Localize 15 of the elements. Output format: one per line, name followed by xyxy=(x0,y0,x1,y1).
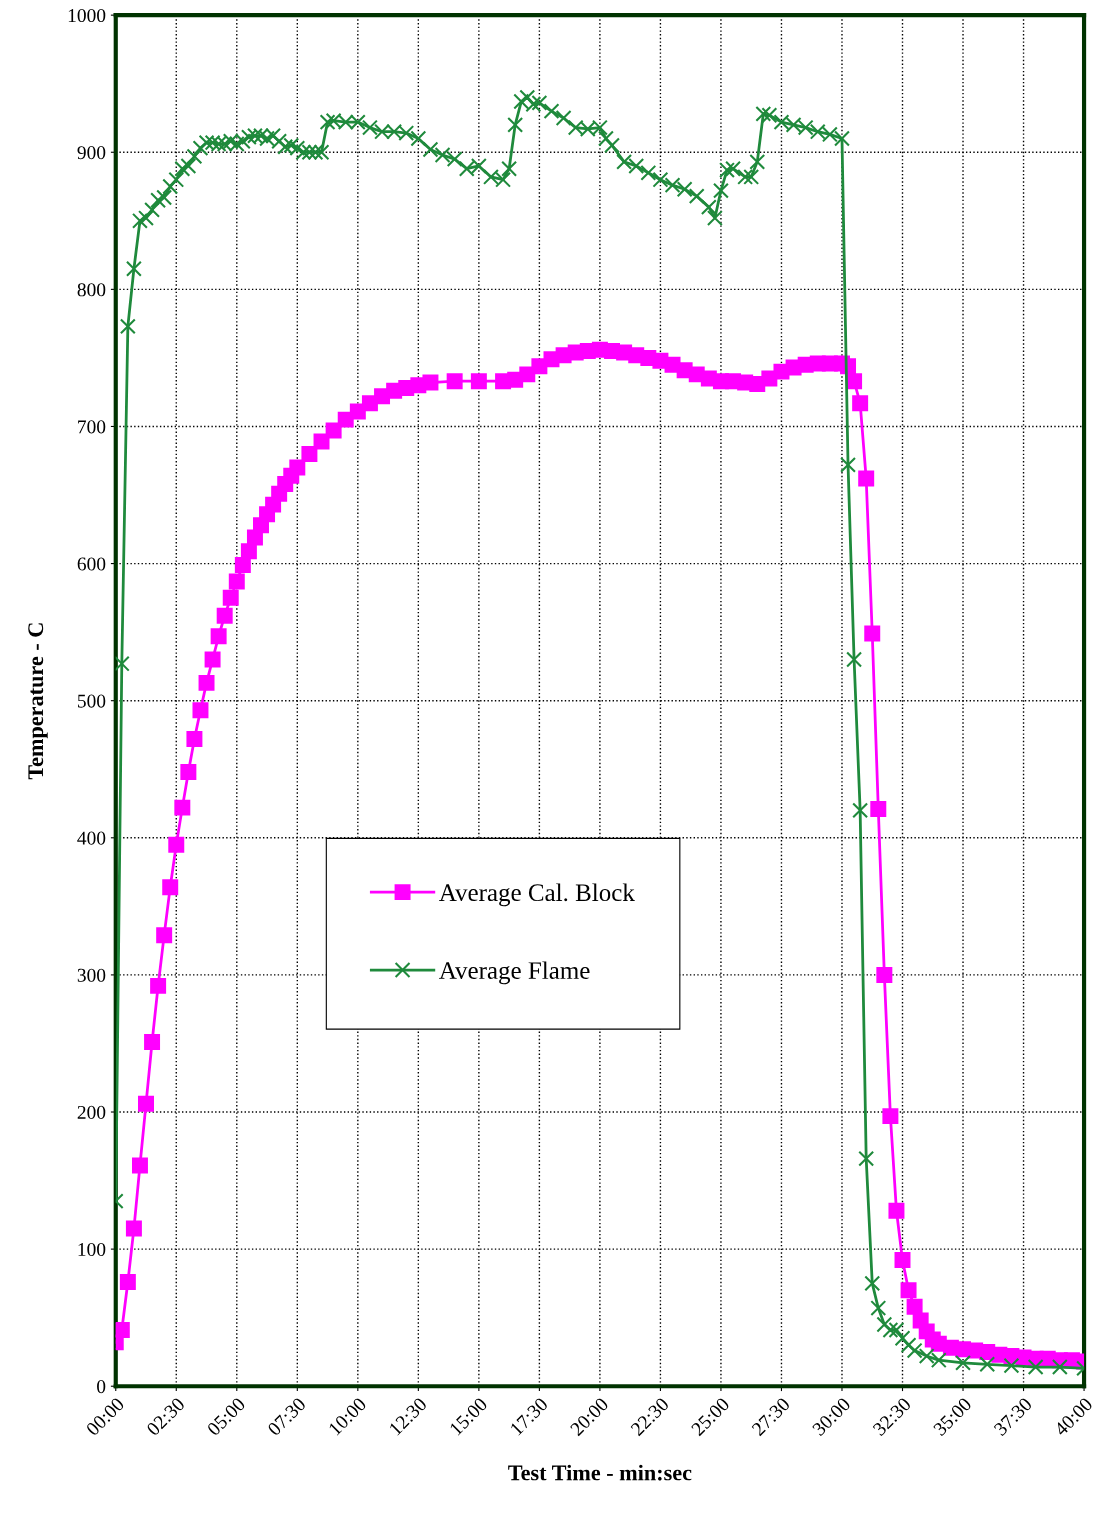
y-tick-label: 800 xyxy=(77,283,106,297)
y-tick-label: 200 xyxy=(77,1105,106,1119)
y-tick-label: 900 xyxy=(77,146,106,160)
legend-label: Average Cal. Block xyxy=(439,883,635,907)
y-axis-title: Temperature - C xyxy=(28,623,48,780)
y-tick-label: 1000 xyxy=(68,8,106,23)
y-tick-label: 400 xyxy=(77,831,106,845)
y-tick-label: 700 xyxy=(78,420,106,434)
y-tick-label: 600 xyxy=(77,557,106,571)
y-tick-label: 500 xyxy=(77,694,106,708)
x-axis-title: Test Time - min:sec xyxy=(508,1464,692,1481)
y-tick-label: 100 xyxy=(78,1242,106,1257)
y-tick-label: 0 xyxy=(97,1380,106,1394)
y-tick-label: 300 xyxy=(77,968,106,982)
legend-label: Average Flame xyxy=(439,961,590,985)
